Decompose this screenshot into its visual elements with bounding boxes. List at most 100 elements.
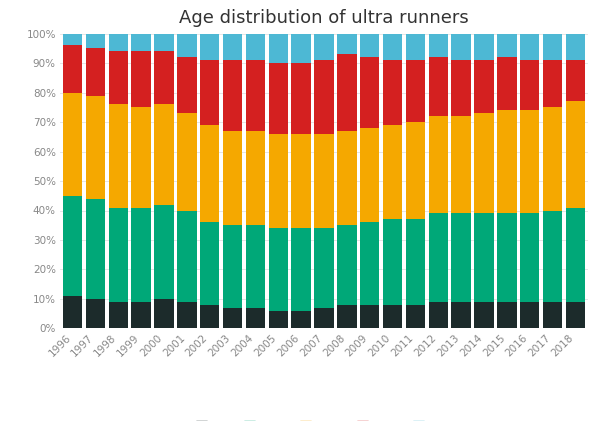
Bar	[246, 131, 265, 225]
Bar	[520, 60, 539, 110]
Bar	[406, 122, 425, 219]
Bar	[200, 305, 220, 328]
Bar	[131, 107, 151, 208]
Bar	[566, 34, 585, 60]
Bar	[200, 60, 220, 125]
Bar	[269, 228, 288, 311]
Bar	[543, 34, 562, 60]
Bar	[131, 51, 151, 107]
Bar	[131, 302, 151, 328]
Bar	[246, 225, 265, 308]
Bar	[520, 34, 539, 60]
Bar	[154, 51, 174, 104]
Bar	[451, 213, 471, 302]
Bar	[337, 131, 356, 225]
Bar	[406, 219, 425, 305]
Bar	[497, 110, 517, 213]
Bar	[177, 302, 197, 328]
Bar	[451, 60, 471, 116]
Bar	[177, 57, 197, 113]
Bar	[406, 305, 425, 328]
Bar	[246, 308, 265, 328]
Bar	[428, 116, 448, 213]
Bar	[314, 308, 334, 328]
Bar	[543, 107, 562, 210]
Bar	[109, 51, 128, 104]
Bar	[497, 34, 517, 57]
Bar	[383, 60, 402, 125]
Bar	[63, 296, 82, 328]
Bar	[177, 210, 197, 302]
Bar	[292, 311, 311, 328]
Bar	[223, 308, 242, 328]
Bar	[428, 57, 448, 116]
Bar	[63, 34, 82, 45]
Bar	[360, 128, 379, 222]
Bar	[520, 110, 539, 213]
Bar	[337, 34, 356, 54]
Bar	[360, 57, 379, 128]
Bar	[223, 34, 242, 60]
Bar	[109, 208, 128, 302]
Bar	[337, 225, 356, 305]
Bar	[360, 222, 379, 305]
Bar	[543, 210, 562, 302]
Bar	[497, 213, 517, 302]
Bar	[474, 113, 494, 213]
Bar	[360, 34, 379, 57]
Bar	[566, 208, 585, 302]
Bar	[314, 134, 334, 228]
Bar	[200, 125, 220, 222]
Bar	[543, 302, 562, 328]
Bar	[383, 125, 402, 219]
Bar	[497, 302, 517, 328]
Title: Age distribution of ultra runners: Age distribution of ultra runners	[179, 8, 469, 27]
Bar	[451, 116, 471, 213]
Bar	[200, 34, 220, 60]
Bar	[63, 93, 82, 196]
Bar	[86, 199, 105, 299]
Bar	[383, 219, 402, 305]
Bar	[63, 196, 82, 296]
Bar	[109, 104, 128, 208]
Bar	[383, 305, 402, 328]
Bar	[177, 113, 197, 210]
Bar	[223, 225, 242, 308]
Bar	[474, 60, 494, 113]
Bar	[292, 228, 311, 311]
Bar	[86, 48, 105, 96]
Bar	[314, 228, 334, 308]
Bar	[428, 302, 448, 328]
Bar	[428, 34, 448, 57]
Bar	[474, 302, 494, 328]
Bar	[566, 60, 585, 101]
Bar	[269, 134, 288, 228]
Bar	[566, 302, 585, 328]
Bar	[383, 34, 402, 60]
Bar	[292, 134, 311, 228]
Bar	[223, 131, 242, 225]
Bar	[223, 60, 242, 131]
Bar	[177, 34, 197, 57]
Bar	[131, 34, 151, 51]
Bar	[360, 305, 379, 328]
Bar	[86, 34, 105, 48]
Bar	[269, 34, 288, 63]
Bar	[154, 34, 174, 51]
Bar	[406, 34, 425, 60]
Bar	[292, 63, 311, 134]
Bar	[474, 213, 494, 302]
Bar	[474, 34, 494, 60]
Bar	[406, 60, 425, 122]
Bar	[337, 305, 356, 328]
Bar	[154, 205, 174, 299]
Legend: <30, 30-40, 40-50, 50-60, >60: <30, 30-40, 40-50, 50-60, >60	[191, 416, 457, 421]
Bar	[154, 104, 174, 205]
Bar	[109, 34, 128, 51]
Bar	[86, 299, 105, 328]
Bar	[337, 54, 356, 131]
Bar	[292, 34, 311, 63]
Bar	[520, 213, 539, 302]
Bar	[86, 96, 105, 199]
Bar	[63, 45, 82, 93]
